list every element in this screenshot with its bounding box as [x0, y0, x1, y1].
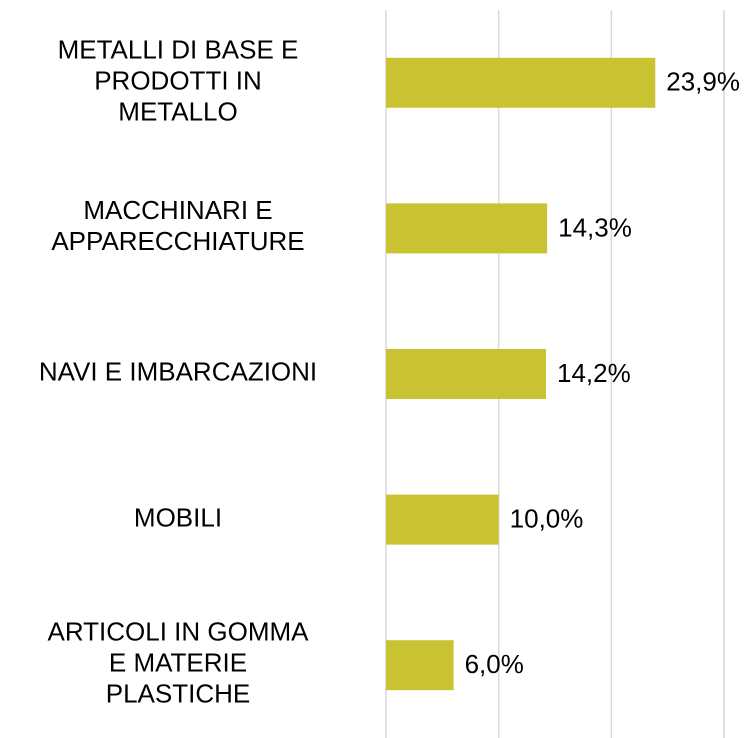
value-label: 23,9%	[666, 67, 740, 97]
bar	[386, 640, 454, 691]
category-label: MACCHINARI E APPARECCHIATURE	[51, 195, 305, 257]
category-label: NAVI E IMBARCAZIONI	[38, 356, 318, 387]
bar	[386, 203, 548, 254]
value-label: 14,2%	[557, 358, 631, 388]
value-label: 10,0%	[510, 503, 584, 533]
category-label: ARTICOLI IN GOMMA E MATERIE PLASTICHE	[47, 616, 309, 709]
value-label: 6,0%	[465, 649, 524, 679]
bar	[386, 349, 546, 399]
category-label: MOBILI	[133, 502, 223, 533]
category-label: METALLI DI BASE E PRODOTTI IN METALLO	[57, 34, 299, 127]
bar	[386, 494, 499, 545]
value-label: 14,3%	[558, 212, 632, 242]
bar	[386, 57, 656, 108]
